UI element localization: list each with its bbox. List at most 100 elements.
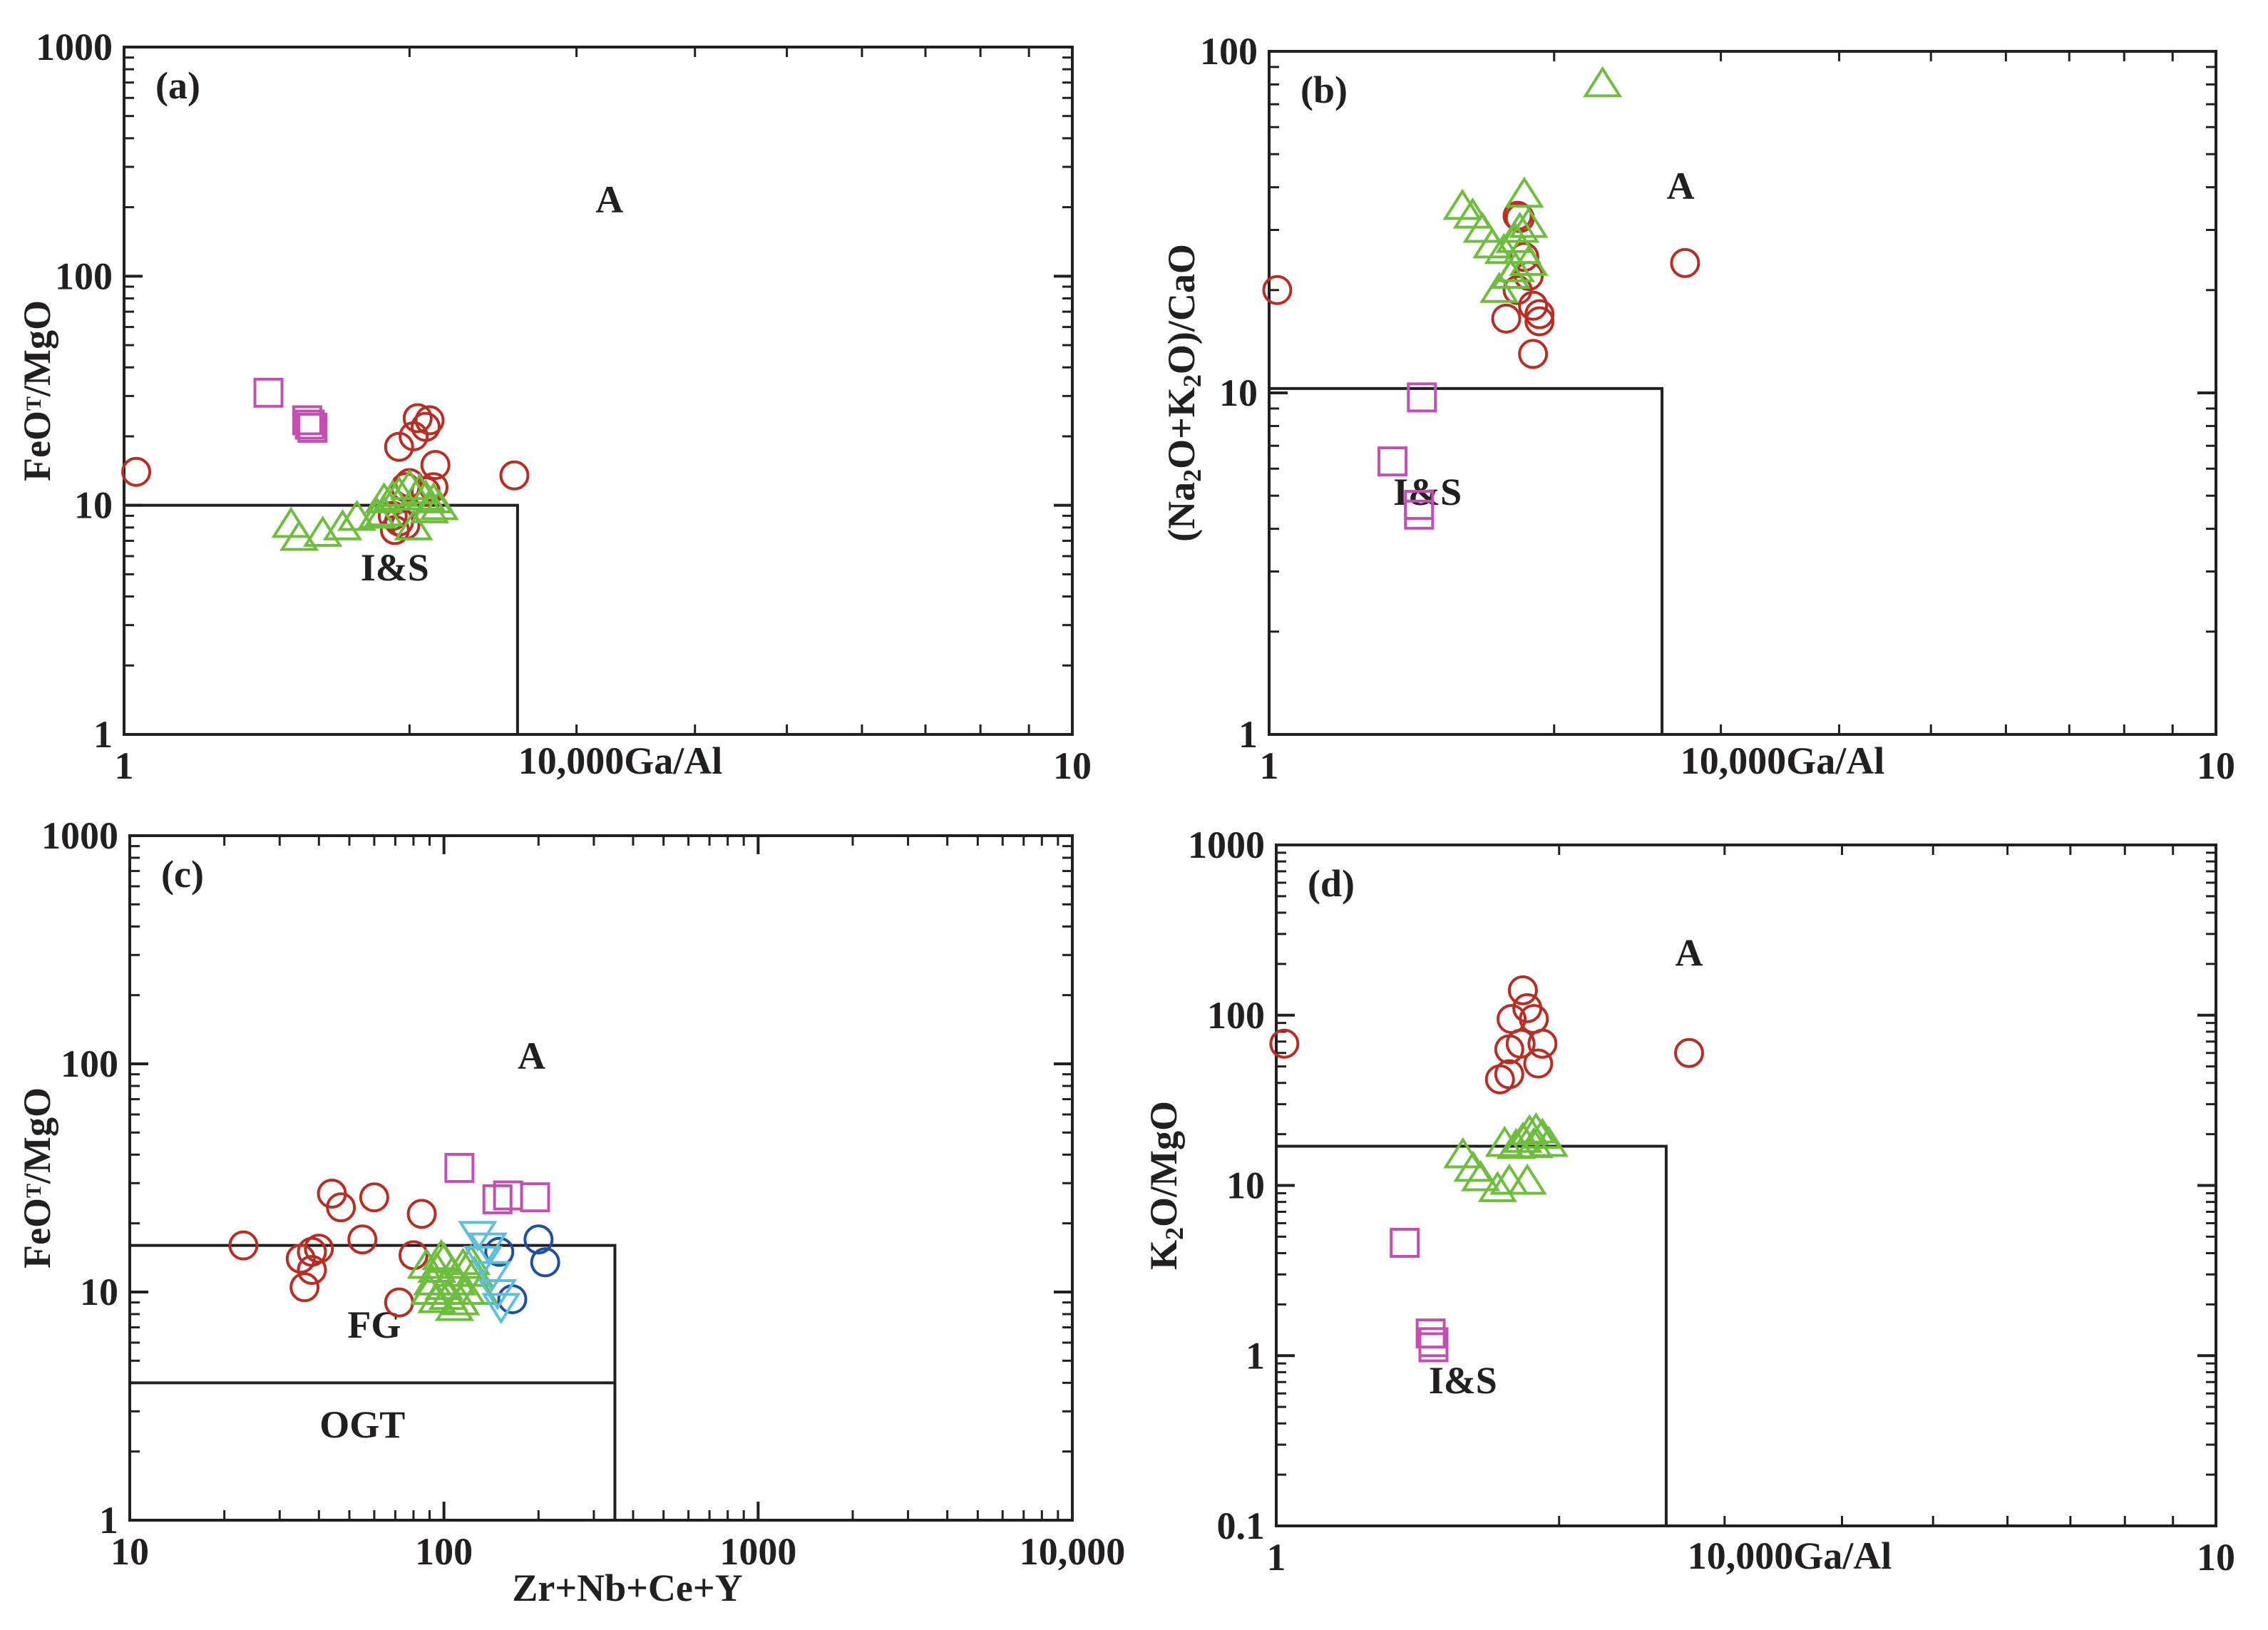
data-point-triangle	[337, 499, 377, 531]
x-axis-label: Zr+Nb+Ce+Y	[512, 1567, 742, 1609]
data-point-circle	[289, 1272, 320, 1303]
panel-b: 1 1011010010,000Ga/Al(Na2O+K2O)/CaO(b)AI&…	[1160, 30, 2235, 787]
y-tick-label: 1000	[36, 26, 113, 68]
data-point-triangle	[379, 476, 419, 507]
data-point-circle	[402, 403, 433, 434]
panel-label: (c)	[161, 853, 204, 896]
data-point-circle	[484, 1236, 515, 1267]
data-point-triangle	[389, 468, 429, 501]
data-point-circle	[297, 1254, 327, 1285]
y-tick-label: 1	[1238, 713, 1258, 756]
axis-ticks	[123, 46, 1074, 736]
x-axis-label: 10,000Ga/Al	[518, 739, 723, 782]
axis-ticks	[1268, 50, 2217, 736]
data-point-circle	[1502, 275, 1533, 305]
data-point-square	[297, 412, 328, 443]
data-point-triangle	[394, 509, 433, 540]
data-point-circle	[406, 1199, 437, 1229]
data-point-circle	[1527, 1028, 1558, 1059]
data-point-circle	[1491, 303, 1522, 334]
x-axis-label: 10,000Ga/Al	[1681, 739, 1885, 782]
y-tick-label: 1	[93, 713, 113, 756]
data-point-triangle	[1514, 1127, 1554, 1159]
series-magenta-squares	[1390, 1228, 1449, 1363]
series-magenta-squares	[444, 1152, 550, 1214]
data-point-triangle	[1443, 1137, 1483, 1169]
region-label: OGT	[319, 1403, 405, 1446]
series-green-triangles	[1443, 1112, 1569, 1202]
region-label: A	[595, 178, 623, 221]
axis-ticks	[1275, 844, 2217, 1527]
data-point-triangle	[1516, 1112, 1556, 1144]
panel-a: 1 10 1 10 100 1000 10,000Ga/Al FeOT/MgO (a) A I&S	[16, 26, 1092, 787]
x-tick-label: 1000	[719, 1530, 796, 1573]
data-point-triangle	[1491, 257, 1531, 289]
data-point-triangle	[443, 1247, 483, 1279]
data-point-circle	[420, 450, 451, 481]
data-point-triangle	[406, 479, 446, 511]
y-tick-label: 1000	[41, 814, 118, 857]
data-point-triangle	[279, 519, 319, 551]
series-green-triangles	[1442, 66, 1623, 303]
data-point-circle	[347, 1224, 378, 1255]
y-tick-label: 100	[1207, 994, 1265, 1037]
series-magenta-squares	[1377, 382, 1437, 530]
data-point-triangle	[364, 495, 404, 527]
data-point-circle	[499, 460, 530, 491]
series-blue-circles	[484, 1224, 560, 1315]
y-tick-label: 100	[1200, 30, 1258, 73]
series-magenta-squares	[253, 377, 328, 443]
region-label: A	[1667, 165, 1695, 207]
data-point-triangle	[271, 506, 311, 538]
series-red-circles	[1269, 975, 1705, 1095]
data-point-inverted-triangle	[463, 1246, 503, 1277]
data-point-circle	[523, 1224, 554, 1255]
data-point-triangle	[419, 488, 459, 521]
data-point-square	[1377, 446, 1408, 477]
region-label: I&S	[361, 546, 429, 589]
data-point-circle	[1518, 290, 1549, 321]
data-point-triangle	[1462, 211, 1502, 243]
y-axis-label: K2O/MgO	[1142, 1101, 1189, 1270]
region-label: A	[518, 1035, 545, 1077]
data-point-triangle	[1461, 1159, 1501, 1191]
plot-frame	[1275, 844, 2217, 1527]
plot-frame	[1268, 50, 2217, 736]
data-point-circle	[326, 1192, 356, 1223]
data-point-triangle	[322, 509, 363, 540]
x-axis-label: 10,000Ga/Al	[1688, 1534, 1892, 1577]
data-point-square	[1390, 1228, 1420, 1259]
y-axis-label: (Na2O+K2O)/CaO	[1160, 244, 1206, 542]
data-point-circle	[1518, 339, 1549, 369]
data-point-inverted-triangle	[458, 1221, 498, 1253]
y-tick-label: 1	[99, 1499, 118, 1542]
x-tick-label: 1	[115, 744, 134, 787]
data-point-triangle	[434, 1289, 475, 1321]
panel-label: (a)	[155, 64, 200, 107]
data-point-square	[294, 409, 325, 440]
data-point-triangle	[409, 492, 450, 523]
field-boundary	[124, 503, 519, 734]
data-point-triangle	[1504, 176, 1544, 208]
data-point-triangle	[400, 473, 440, 505]
series-green-triangles	[271, 468, 459, 551]
data-point-circle	[1494, 1034, 1524, 1065]
region-label: I&S	[1429, 1359, 1497, 1402]
y-tick-label: 10	[1219, 371, 1258, 414]
region-label: A	[1676, 932, 1703, 975]
data-point-square	[520, 1182, 550, 1213]
y-tick-label: 1	[1246, 1334, 1265, 1377]
panel-d: 1 100.1110100100010,000Ga/AlK2O/MgO(d)AI&…	[1142, 824, 2235, 1579]
data-point-circle	[414, 405, 445, 436]
y-tick-label: 1000	[1188, 824, 1265, 866]
data-point-circle	[228, 1230, 259, 1261]
data-point-triangle	[1472, 227, 1512, 259]
y-tick-label: 10	[80, 1271, 118, 1313]
field-boundary	[1276, 1144, 1668, 1526]
data-point-triangle	[357, 497, 397, 529]
data-point-circle	[121, 456, 152, 487]
series-green-triangles	[406, 1239, 500, 1321]
data-point-inverted-triangle	[481, 1293, 521, 1325]
data-point-circle	[530, 1247, 560, 1278]
